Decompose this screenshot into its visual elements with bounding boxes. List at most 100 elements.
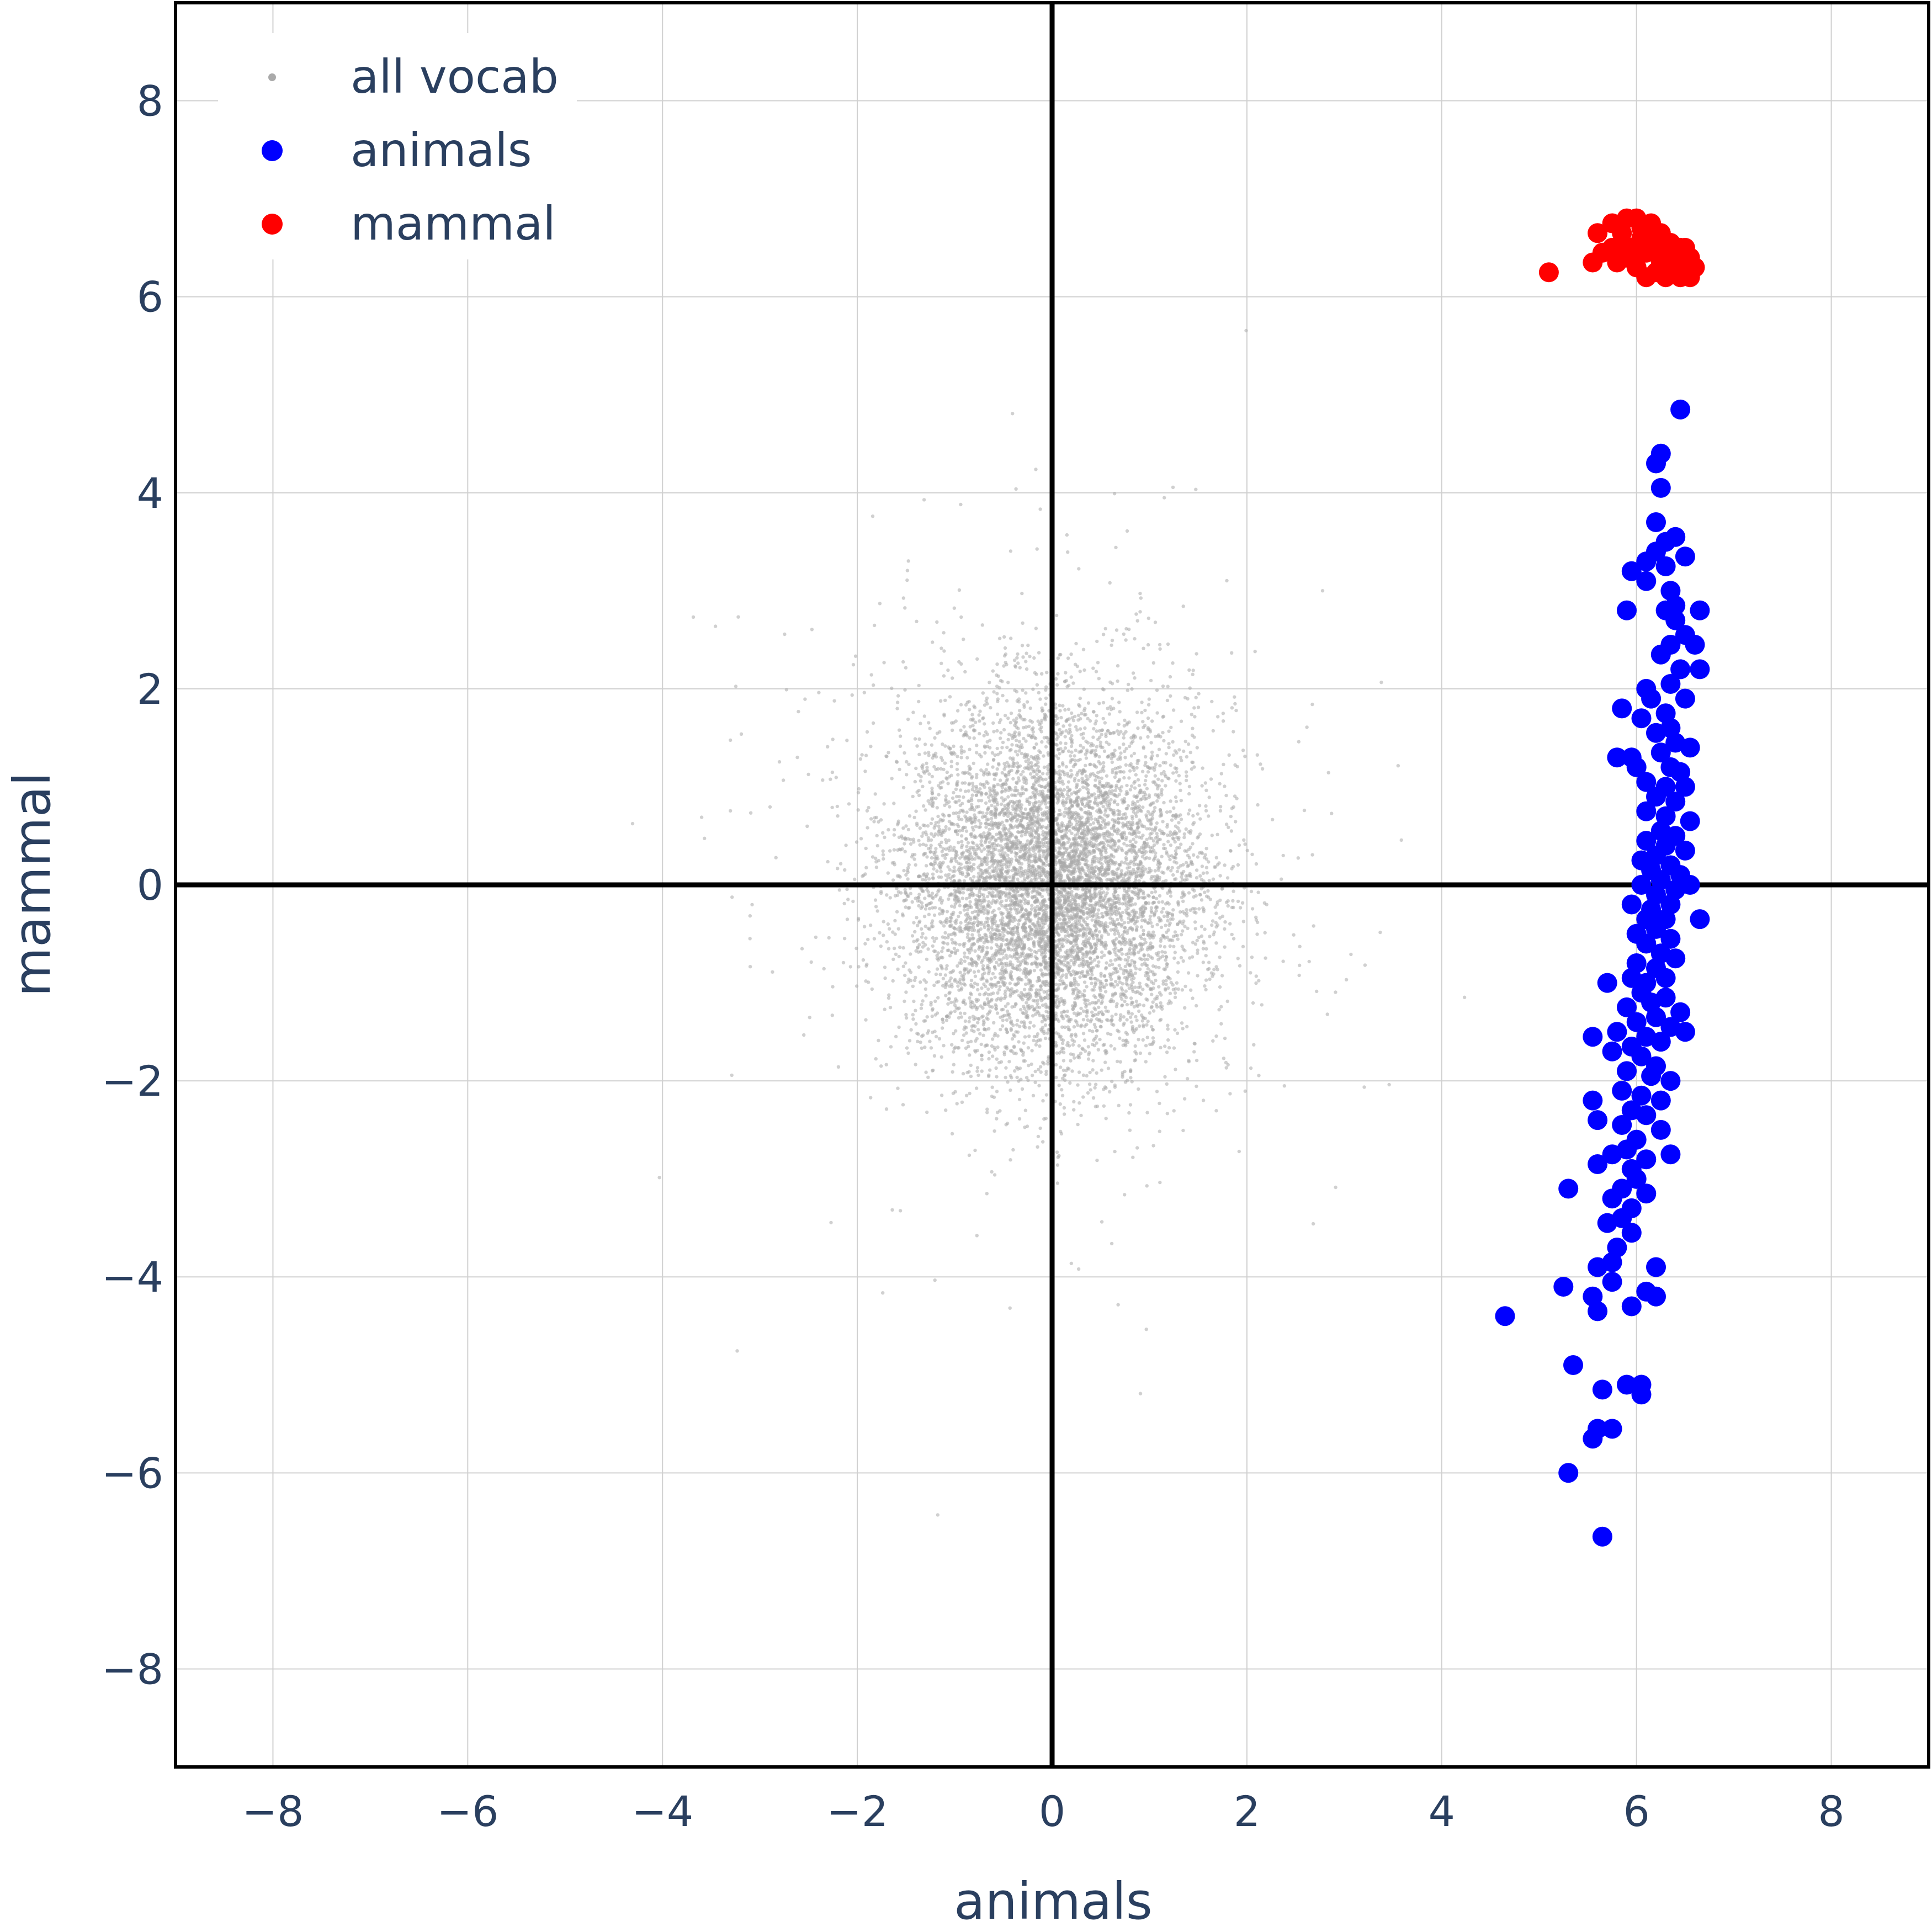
all-vocab-point xyxy=(1063,746,1068,750)
all-vocab-point xyxy=(1000,899,1004,904)
all-vocab-point xyxy=(1054,1063,1058,1067)
all-vocab-point xyxy=(1184,778,1188,783)
all-vocab-point xyxy=(969,1063,973,1068)
all-vocab-point xyxy=(863,769,867,773)
all-vocab-point xyxy=(984,699,988,703)
all-vocab-point xyxy=(1020,591,1024,596)
all-vocab-point xyxy=(1203,927,1207,931)
all-vocab-point xyxy=(960,1038,964,1043)
all-vocab-point xyxy=(657,1176,661,1180)
all-vocab-point xyxy=(948,919,952,923)
all-vocab-point xyxy=(1064,671,1068,675)
all-vocab-point xyxy=(1064,806,1068,811)
all-vocab-point xyxy=(1199,878,1203,882)
all-vocab-point xyxy=(1066,1066,1070,1070)
all-vocab-point xyxy=(997,830,1002,834)
all-vocab-point xyxy=(1004,1123,1008,1127)
all-vocab-point xyxy=(1135,1018,1139,1022)
all-vocab-point xyxy=(1078,670,1082,673)
all-vocab-point xyxy=(1082,687,1086,691)
all-vocab-point xyxy=(987,1050,991,1054)
all-vocab-point xyxy=(914,863,917,867)
all-vocab-point xyxy=(952,721,956,725)
all-vocab-point xyxy=(1116,983,1119,987)
all-vocab-point xyxy=(1194,696,1198,699)
all-vocab-point xyxy=(930,774,935,779)
all-vocab-point xyxy=(945,964,949,968)
all-vocab-point xyxy=(1159,1045,1163,1050)
all-vocab-point xyxy=(1088,951,1092,955)
all-vocab-point xyxy=(864,866,868,870)
all-vocab-point xyxy=(967,1153,972,1157)
all-vocab-point xyxy=(975,999,979,1004)
all-vocab-point xyxy=(983,771,988,775)
all-vocab-point xyxy=(1072,956,1076,960)
all-vocab-point xyxy=(990,751,995,755)
all-vocab-point xyxy=(919,980,922,984)
all-vocab-point xyxy=(1060,1088,1064,1092)
all-vocab-point xyxy=(878,602,882,606)
all-vocab-point xyxy=(923,907,928,911)
all-vocab-point xyxy=(1280,877,1283,881)
all-vocab-point xyxy=(1019,960,1023,964)
all-vocab-point xyxy=(1073,837,1076,841)
all-vocab-point xyxy=(897,954,901,959)
all-vocab-point xyxy=(1195,1084,1198,1089)
all-vocab-point xyxy=(1125,1018,1129,1022)
all-vocab-point xyxy=(1110,1079,1114,1084)
all-vocab-point xyxy=(1030,895,1034,899)
all-vocab-point xyxy=(1177,829,1182,833)
all-vocab-point xyxy=(1146,818,1150,822)
all-vocab-point xyxy=(985,811,989,815)
all-vocab-point xyxy=(1064,741,1068,746)
all-vocab-point xyxy=(1014,739,1018,742)
all-vocab-point xyxy=(1157,900,1161,904)
all-vocab-point xyxy=(1061,1047,1065,1051)
all-vocab-point xyxy=(1165,910,1169,914)
all-vocab-point xyxy=(1107,789,1112,793)
all-vocab-point xyxy=(980,1053,984,1057)
all-vocab-point xyxy=(925,874,928,878)
all-vocab-point xyxy=(1044,688,1048,692)
all-vocab-point xyxy=(826,745,830,749)
all-vocab-point xyxy=(901,946,905,950)
all-vocab-point xyxy=(870,987,874,991)
all-vocab-point xyxy=(1072,1100,1076,1104)
all-vocab-point xyxy=(1141,1038,1145,1042)
all-vocab-point xyxy=(1058,781,1062,784)
all-vocab-point xyxy=(1119,751,1123,755)
all-vocab-point xyxy=(899,891,903,895)
all-vocab-point xyxy=(1166,915,1170,919)
all-vocab-point xyxy=(959,502,963,507)
all-vocab-point xyxy=(888,849,892,853)
all-vocab-point xyxy=(1108,581,1112,585)
all-vocab-point xyxy=(1251,1001,1255,1005)
all-vocab-point xyxy=(1249,971,1252,975)
all-vocab-point xyxy=(883,965,887,969)
all-vocab-point xyxy=(864,979,868,983)
all-vocab-point xyxy=(1143,708,1147,713)
all-vocab-point xyxy=(848,965,853,969)
all-vocab-point xyxy=(1134,840,1138,844)
all-vocab-point xyxy=(1158,763,1162,768)
all-vocab-point xyxy=(1214,1034,1218,1038)
all-vocab-point xyxy=(1132,837,1135,841)
all-vocab-point xyxy=(1096,964,1100,968)
all-vocab-point xyxy=(1117,1103,1121,1108)
all-vocab-point xyxy=(1236,957,1240,960)
all-vocab-point xyxy=(944,919,948,922)
all-vocab-point xyxy=(866,937,870,942)
all-vocab-point xyxy=(893,932,897,936)
all-vocab-point xyxy=(1025,1124,1029,1128)
all-vocab-point xyxy=(1002,976,1007,980)
all-vocab-point xyxy=(948,970,952,975)
all-vocab-point xyxy=(885,755,889,758)
all-vocab-point xyxy=(1121,933,1125,937)
all-vocab-point xyxy=(1150,956,1154,960)
all-vocab-point xyxy=(1135,619,1139,623)
all-vocab-point xyxy=(822,967,826,971)
all-vocab-point xyxy=(988,681,991,684)
all-vocab-point xyxy=(1009,907,1013,911)
all-vocab-point xyxy=(1017,919,1021,923)
all-vocab-point xyxy=(1011,963,1015,967)
